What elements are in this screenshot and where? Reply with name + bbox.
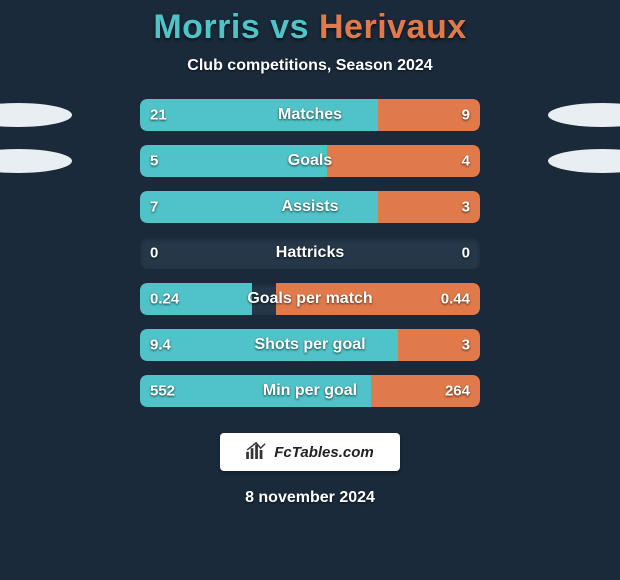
player2-value: 9 bbox=[462, 107, 470, 124]
stat-label: Hattricks bbox=[276, 244, 344, 262]
player1-value: 21 bbox=[150, 107, 167, 124]
stat-bar-track: 21 9 Matches bbox=[140, 99, 480, 131]
player2-value: 3 bbox=[462, 199, 470, 216]
stat-label: Min per goal bbox=[263, 382, 357, 400]
subtitle: Club competitions, Season 2024 bbox=[0, 57, 620, 75]
player1-value: 5 bbox=[150, 153, 158, 170]
stat-row: 9.4 3 Shots per goal bbox=[20, 329, 600, 361]
stat-label: Goals bbox=[288, 152, 332, 170]
stat-bar-track: 5 4 Goals bbox=[140, 145, 480, 177]
player2-marker bbox=[548, 103, 620, 127]
player2-value: 4 bbox=[462, 153, 470, 170]
player2-value: 3 bbox=[462, 337, 470, 354]
player1-bar bbox=[140, 191, 378, 223]
player2-marker bbox=[548, 149, 620, 173]
player2-name: Herivaux bbox=[319, 8, 467, 46]
player2-value: 0.44 bbox=[441, 291, 470, 308]
player1-marker bbox=[0, 149, 72, 173]
stat-row: 0.24 0.44 Goals per match bbox=[20, 283, 600, 315]
stat-label: Shots per goal bbox=[254, 336, 365, 354]
stat-row: 0 0 Hattricks bbox=[20, 237, 600, 269]
player2-bar bbox=[327, 145, 480, 177]
comparison-card: Morris vs Herivaux Club competitions, Se… bbox=[0, 0, 620, 507]
date-text: 8 november 2024 bbox=[0, 489, 620, 507]
player1-marker bbox=[0, 103, 72, 127]
player1-bar bbox=[140, 99, 378, 131]
player1-value: 552 bbox=[150, 383, 175, 400]
player1-value: 0.24 bbox=[150, 291, 179, 308]
stat-bar-track: 9.4 3 Shots per goal bbox=[140, 329, 480, 361]
chart-icon bbox=[246, 441, 268, 464]
player1-value: 0 bbox=[150, 245, 158, 262]
stat-row: 552 264 Min per goal bbox=[20, 375, 600, 407]
stat-bar-track: 552 264 Min per goal bbox=[140, 375, 480, 407]
stat-label: Goals per match bbox=[247, 290, 372, 308]
page-title: Morris vs Herivaux bbox=[0, 8, 620, 47]
stat-label: Matches bbox=[278, 106, 342, 124]
stat-row: 21 9 Matches bbox=[20, 99, 600, 131]
stat-row: 5 4 Goals bbox=[20, 145, 600, 177]
player1-value: 9.4 bbox=[150, 337, 171, 354]
player1-name: Morris bbox=[153, 8, 260, 46]
footer-site: FcTables.com bbox=[274, 444, 373, 461]
footer-badge[interactable]: FcTables.com bbox=[220, 433, 400, 471]
stat-bar-track: 0 0 Hattricks bbox=[140, 237, 480, 269]
player1-value: 7 bbox=[150, 199, 158, 216]
vs-text: vs bbox=[270, 8, 309, 46]
stat-bar-track: 0.24 0.44 Goals per match bbox=[140, 283, 480, 315]
stat-bar-track: 7 3 Assists bbox=[140, 191, 480, 223]
stat-row: 7 3 Assists bbox=[20, 191, 600, 223]
stats-list: 21 9 Matches 5 4 Goals 7 3 Assists 0 0 Hattricks 0.2… bbox=[0, 99, 620, 407]
player2-value: 0 bbox=[462, 245, 470, 262]
stat-label: Assists bbox=[282, 198, 339, 216]
player2-value: 264 bbox=[445, 383, 470, 400]
